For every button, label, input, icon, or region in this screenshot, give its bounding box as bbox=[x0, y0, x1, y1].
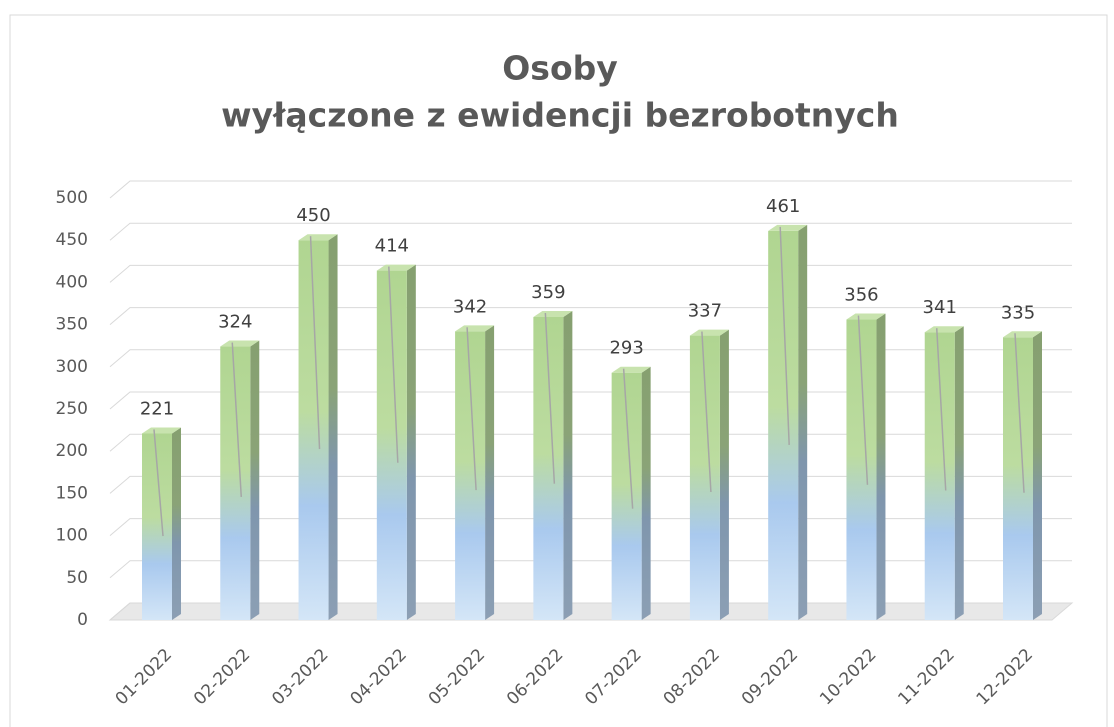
bar-face bbox=[924, 326, 964, 333]
bar-face bbox=[1003, 331, 1042, 338]
chart-title: wyłączone z ewidencji bezrobotnych bbox=[221, 96, 899, 135]
bar-face bbox=[376, 264, 416, 271]
y-tick-label: 500 bbox=[56, 188, 88, 208]
bar-face bbox=[701, 331, 712, 493]
grid-line bbox=[109, 222, 1072, 241]
bar-face bbox=[153, 429, 164, 537]
value-label: 359 bbox=[531, 282, 565, 303]
bar-face bbox=[309, 236, 321, 450]
bar-face bbox=[1014, 333, 1025, 493]
bar bbox=[768, 224, 808, 620]
grid-line bbox=[109, 518, 1072, 536]
bar bbox=[611, 366, 651, 620]
grid-line bbox=[109, 180, 1072, 199]
bar-face bbox=[231, 342, 243, 497]
bar-face bbox=[857, 315, 869, 485]
bar-face bbox=[485, 325, 495, 620]
bar-face bbox=[544, 312, 556, 484]
bar-face bbox=[563, 311, 573, 620]
bar-face bbox=[798, 224, 808, 620]
bar bbox=[142, 427, 181, 620]
value-label: 342 bbox=[453, 296, 487, 317]
bar-face bbox=[250, 340, 260, 620]
bar-face bbox=[298, 234, 338, 241]
bar bbox=[376, 264, 416, 620]
value-label: 335 bbox=[1001, 302, 1035, 323]
value-label: 337 bbox=[688, 301, 722, 322]
value-label: 450 bbox=[296, 205, 330, 226]
value-label: 356 bbox=[844, 285, 878, 306]
bar-face bbox=[455, 325, 495, 332]
bar-face bbox=[142, 427, 181, 434]
bar-face bbox=[466, 327, 477, 491]
y-tick-label: 250 bbox=[56, 399, 88, 419]
bar-face bbox=[876, 313, 886, 620]
bar-face bbox=[719, 329, 729, 620]
grid-line bbox=[109, 602, 1072, 621]
bar bbox=[1003, 331, 1042, 620]
bar-face bbox=[533, 311, 573, 318]
bar bbox=[533, 311, 573, 620]
bar-face bbox=[622, 368, 634, 509]
grid-line bbox=[109, 475, 1072, 494]
bar-face bbox=[689, 329, 729, 336]
y-tick-label: 100 bbox=[56, 526, 88, 546]
bar-face bbox=[172, 427, 181, 620]
y-tick-label: 400 bbox=[56, 272, 88, 292]
bar-face bbox=[406, 264, 416, 620]
bar-face bbox=[388, 266, 399, 463]
bar bbox=[924, 326, 964, 620]
value-label: 341 bbox=[923, 297, 957, 318]
bar-face bbox=[220, 340, 260, 347]
bar-face bbox=[846, 313, 886, 320]
bar-face bbox=[954, 326, 964, 620]
grid-line bbox=[109, 391, 1072, 410]
y-tick-label: 200 bbox=[56, 441, 88, 461]
bar-face bbox=[779, 226, 790, 445]
grid-line bbox=[109, 307, 1072, 325]
value-label: 461 bbox=[766, 196, 800, 217]
bar bbox=[455, 325, 495, 620]
bar-face bbox=[768, 224, 808, 231]
bar bbox=[689, 329, 729, 620]
bar-face bbox=[641, 366, 651, 620]
y-tick-label: 300 bbox=[56, 357, 88, 377]
value-label: 414 bbox=[375, 236, 409, 257]
grid-line bbox=[109, 349, 1072, 368]
chart-title: Osoby bbox=[502, 49, 618, 88]
value-label: 221 bbox=[140, 398, 174, 419]
bar-face bbox=[935, 328, 947, 491]
bar bbox=[220, 340, 260, 620]
y-tick-label: 450 bbox=[56, 230, 88, 250]
bar-face bbox=[1033, 331, 1042, 620]
bar-face bbox=[328, 234, 338, 620]
bar-face bbox=[611, 366, 651, 373]
grid-line bbox=[109, 560, 1072, 579]
value-label: 324 bbox=[218, 312, 252, 333]
y-tick-label: 50 bbox=[66, 568, 88, 588]
y-tick-label: 0 bbox=[77, 610, 88, 630]
grid-line bbox=[109, 433, 1072, 452]
y-tick-label: 150 bbox=[56, 483, 88, 503]
bar bbox=[298, 234, 338, 620]
bar bbox=[846, 313, 886, 620]
grid-line bbox=[109, 264, 1072, 283]
value-label: 293 bbox=[609, 338, 643, 359]
y-tick-label: 350 bbox=[56, 315, 88, 335]
